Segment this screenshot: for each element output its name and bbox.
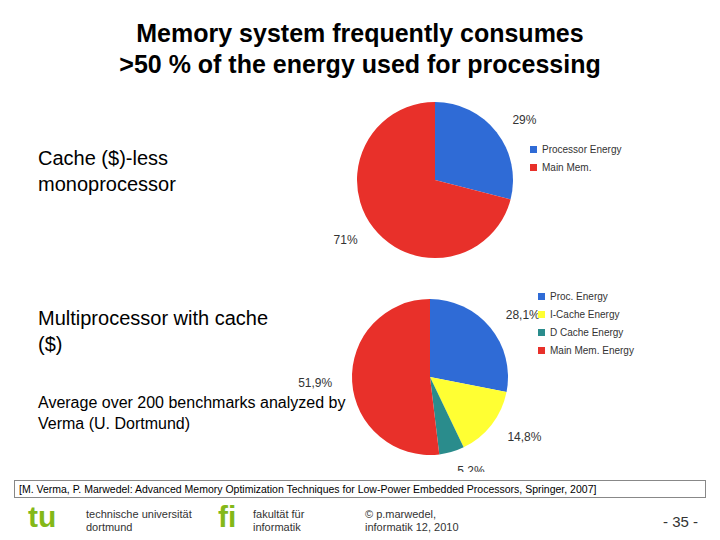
html-text:© p.marwedel,: © p.marwedel, xyxy=(365,508,437,520)
html-text:Proc. Energy: Proc. Energy xyxy=(550,291,608,302)
svg-text:28,1%: 28,1% xyxy=(506,308,540,322)
html-text:informatik 12, 2010: informatik 12, 2010 xyxy=(365,521,459,533)
html-text:tu: tu xyxy=(28,500,57,533)
html-text:- 35 -: - 35 - xyxy=(663,513,698,530)
html-text:Processor Energy: Processor Energy xyxy=(542,144,622,155)
svg-text:5,2%: 5,2% xyxy=(457,464,485,472)
html-text:technische universität: technische universität xyxy=(86,508,192,520)
html-text:[M. Verma, P. Marwedel: Advanc: [M. Verma, P. Marwedel: Advanced Memory … xyxy=(19,483,597,495)
html-text:informatik: informatik xyxy=(253,521,301,533)
html-text:>50 % of the energy used for p: >50 % of the energy used for processing xyxy=(119,50,601,78)
html-text:Main Mem. Energy: Main Mem. Energy xyxy=(550,345,634,356)
html-text:dortmund: dortmund xyxy=(86,521,133,533)
svg-text:71%: 71% xyxy=(334,233,358,247)
html-text:fakultät für: fakultät für xyxy=(253,508,305,520)
html-text:Average over 200 benchmarks an: Average over 200 benchmarks analyzed by … xyxy=(38,394,346,432)
svg-text:29%: 29% xyxy=(512,113,536,127)
html-text:Main Mem.: Main Mem. xyxy=(542,162,592,173)
svg-text:51,9%: 51,9% xyxy=(298,376,332,390)
html-text:Cache ($)-less monoprocessor: Cache ($)-less monoprocessor xyxy=(38,147,176,195)
html-text:fi: fi xyxy=(218,500,237,533)
html-text:Memory system frequently consu: Memory system frequently consumes xyxy=(136,19,584,47)
html-text:Multiprocessor with cache ($): Multiprocessor with cache ($) xyxy=(38,307,269,355)
html-text:D Cache Energy: D Cache Energy xyxy=(550,327,624,338)
html-text:I-Cache Energy: I-Cache Energy xyxy=(550,309,620,320)
svg-text:14,8%: 14,8% xyxy=(507,430,541,444)
